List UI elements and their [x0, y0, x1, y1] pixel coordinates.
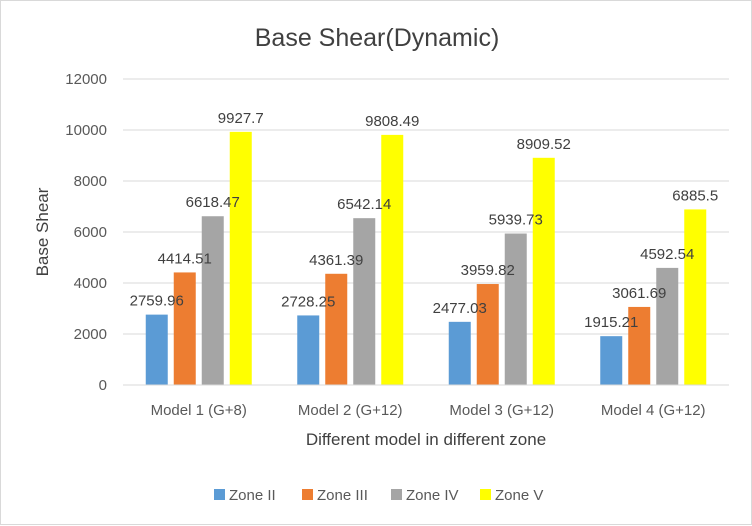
data-label: 2728.25 [281, 293, 335, 310]
data-label: 9808.49 [365, 113, 419, 130]
bar-zone-iii [476, 284, 499, 385]
data-label: 2477.03 [433, 300, 487, 317]
legend-swatch [480, 489, 491, 500]
data-label: 3959.82 [461, 262, 515, 279]
legend-label: Zone IV [406, 487, 459, 504]
y-tick-label: 8000 [74, 173, 107, 190]
data-label: 4414.51 [158, 250, 212, 267]
y-tick-label: 4000 [74, 275, 107, 292]
chart-title: Base Shear(Dynamic) [255, 24, 500, 52]
data-label: 4592.54 [640, 246, 694, 263]
x-tick-label: Model 4 (G+12) [601, 402, 706, 419]
data-label: 6885.5 [672, 187, 718, 204]
bar-zone-ii [448, 321, 471, 385]
data-label: 4361.39 [309, 252, 363, 269]
gridlines [123, 78, 729, 335]
bar-zone-iv [353, 218, 376, 385]
bar-zone-v [229, 131, 252, 385]
legend-label: Zone II [229, 487, 276, 504]
bar-zone-iii [325, 273, 348, 385]
data-label: 6542.14 [337, 196, 391, 213]
axes: 0 2000 4000 6000 8000 10000 12000 Model 1 (G+8)… [65, 71, 729, 419]
data-label: 9927.7 [218, 110, 264, 127]
bar-zone-iii [628, 306, 651, 385]
y-tick-label: 0 [99, 377, 107, 394]
y-tick-label: 12000 [65, 71, 107, 88]
bar-zone-ii [145, 314, 168, 385]
bar-zone-iv [201, 216, 224, 385]
bar-zone-iv [656, 267, 679, 385]
bar-zone-ii [297, 315, 320, 385]
data-label: 2759.96 [130, 293, 184, 310]
data-label: 8909.52 [517, 136, 571, 153]
x-tick-label: Model 1 (G+8) [151, 402, 247, 419]
y-tick-label: 2000 [74, 326, 107, 343]
x-tick-label: Model 3 (G+12) [449, 402, 554, 419]
bar-zone-iv [504, 233, 527, 385]
legend-swatch [391, 489, 402, 500]
legend-swatch [214, 489, 225, 500]
y-tick-label: 10000 [65, 122, 107, 139]
bar-zone-ii [600, 336, 623, 385]
y-tick-label: 6000 [74, 224, 107, 241]
data-label: 1915.21 [584, 314, 638, 331]
legend: Zone II Zone III Zone IV Zone V [214, 487, 543, 504]
bar-zone-iii [173, 272, 196, 385]
x-axis-title: Different model in different zone [306, 430, 546, 449]
x-tick-label: Model 2 (G+12) [298, 402, 403, 419]
legend-swatch [302, 489, 313, 500]
data-labels: 2759.96 4414.51 6618.47 9927.7 2728.25 4361.3… [130, 110, 719, 331]
bar-zone-v [684, 209, 707, 385]
bar-zone-v [381, 134, 404, 385]
bar-zone-v [532, 157, 555, 385]
bars [145, 131, 707, 385]
data-label: 3061.69 [612, 285, 666, 302]
data-label: 6618.47 [186, 194, 240, 211]
data-label: 5939.73 [489, 212, 543, 229]
legend-label: Zone III [317, 487, 368, 504]
y-axis-title: Base Shear [33, 187, 52, 276]
legend-label: Zone V [495, 487, 543, 504]
